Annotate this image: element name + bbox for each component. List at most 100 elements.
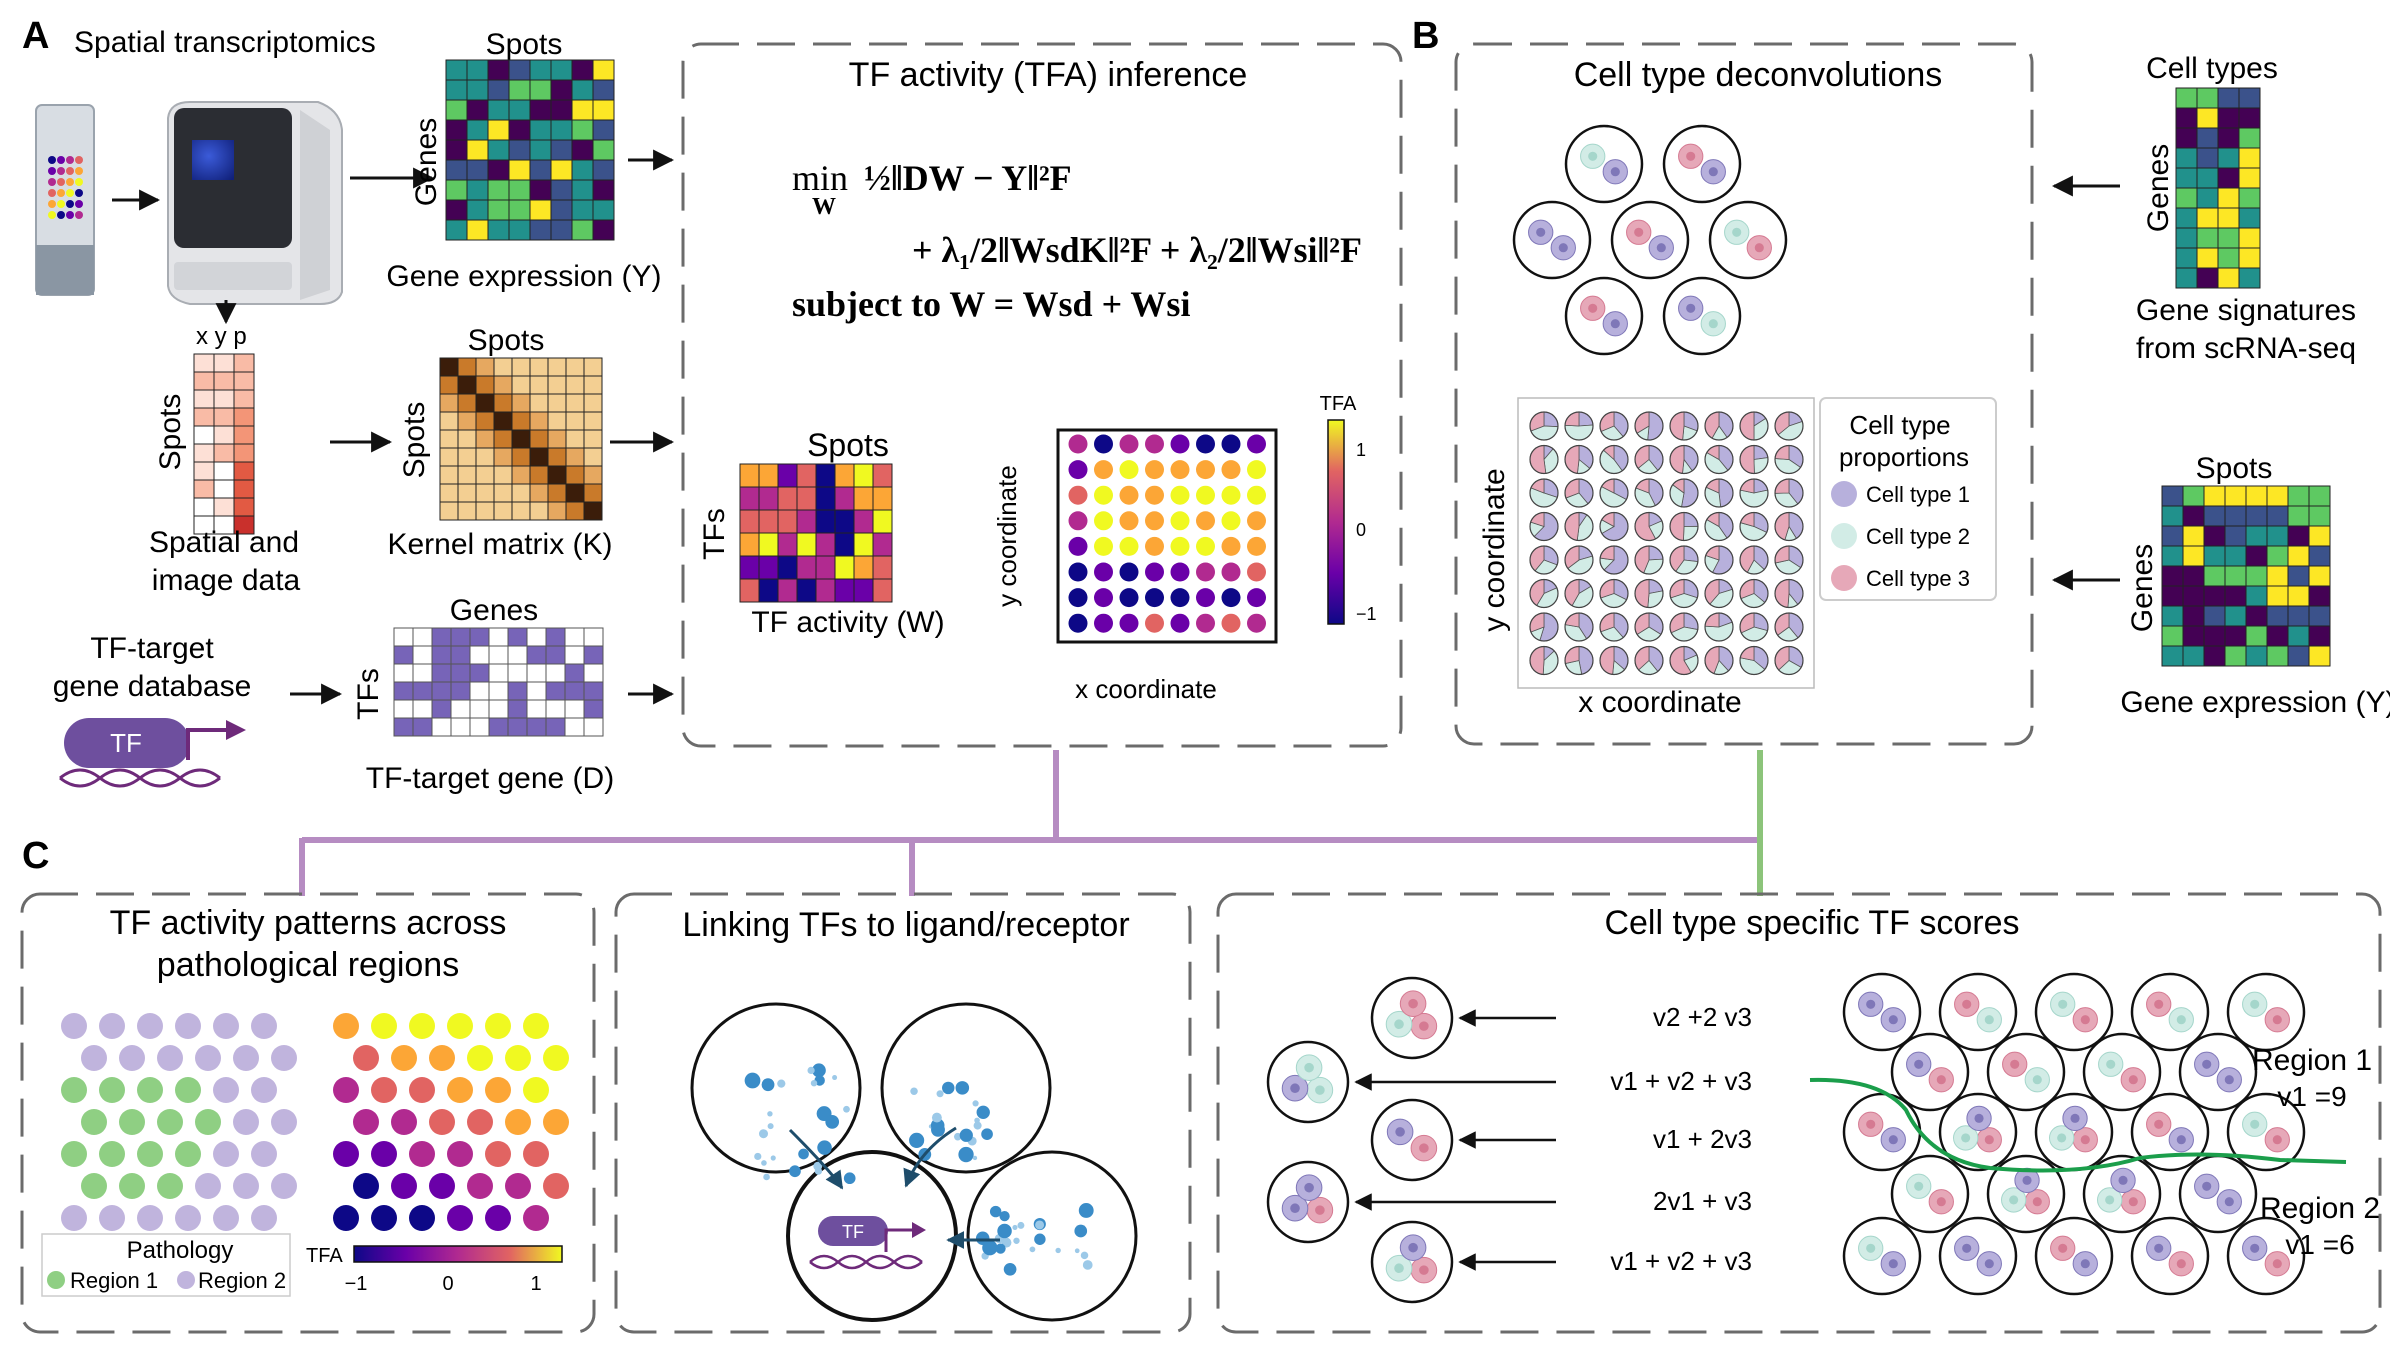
region1-value: v1 =9 [2277, 1081, 2346, 1112]
genes-label-side: Genes [410, 118, 443, 206]
legend-item-2: Cell type 2 [1866, 524, 1970, 549]
c-cbar-1: 1 [530, 1273, 541, 1295]
genes-top-2: Genes [450, 594, 538, 627]
deconvolution-title: Cell type deconvolutions [1574, 56, 1943, 94]
region2-label: Region 2 [2260, 1192, 2380, 1225]
spatial-matrix [193, 353, 255, 535]
formula-2: v1 + v2 + v3 [1610, 1066, 1752, 1096]
spatial-tfa-frame [1056, 428, 1278, 644]
score-cells [1266, 976, 1454, 1304]
region1-label: Region 1 [2252, 1044, 2372, 1077]
tf-target-label: TF-target gene (D) [366, 762, 614, 795]
formula-arrows [1354, 1009, 1556, 1271]
svg-text:min: min [792, 158, 848, 198]
b-spots-label: Spots [2196, 452, 2273, 485]
b-genes-label-2: Genes [2126, 544, 2159, 632]
purple-connector [299, 750, 1760, 896]
legend-item-1: Cell type 1 [1866, 482, 1970, 507]
tf-target-matrix [393, 627, 604, 737]
c-cbar-neg1: −1 [345, 1273, 368, 1295]
scores-box [1216, 892, 2382, 1334]
panel-b-letter: B [1412, 15, 1439, 57]
formula-3: v1 + 2v3 [1653, 1124, 1752, 1154]
region2-swatch [177, 1271, 195, 1289]
region1-swatch [47, 1271, 65, 1289]
pattern-title-1: TF activity patterns across [110, 904, 507, 942]
region-cells [1842, 972, 2306, 1296]
kernel-spots-side: Spots [398, 402, 431, 479]
region2-value: v1 =6 [2285, 1229, 2354, 1260]
legend-box [1819, 397, 1997, 601]
gene-sig-label-1: Gene signatures [2136, 294, 2356, 327]
panel-c-letter: C [22, 835, 49, 877]
tf-db-label-2: gene database [53, 670, 252, 703]
svg-text:subject to W = Wsd + Wsi: subject to W = Wsd + Wsi [792, 284, 1190, 324]
pathology-dots [61, 1013, 297, 1231]
ligand-box [614, 892, 1192, 1334]
tf-dna-icon [59, 718, 246, 788]
pattern-title-2: pathological regions [157, 946, 459, 984]
legend-swatch-2 [1831, 523, 1857, 549]
b-x-coordinate: x coordinate [1578, 686, 1741, 719]
spatial-image-label-1: Spatial and [149, 526, 299, 559]
deconvolution-box [1454, 42, 2034, 746]
region1-legend: Region 1 [70, 1268, 158, 1293]
gene-sig-label-2: from scRNA-seq [2136, 332, 2356, 365]
pathology-legend [41, 1233, 291, 1297]
c-tfa-label: TFA [306, 1245, 343, 1267]
cell-types-label: Cell types [2146, 52, 2278, 85]
b-y-coordinate: y coordinate [1478, 468, 1511, 631]
tf-db-label-1: TF-target [90, 632, 214, 665]
gene-expression-heatmap [445, 59, 615, 241]
legend-swatch-1 [1831, 481, 1857, 507]
tf-activity-matrix [739, 463, 893, 603]
tfa-box [681, 42, 1403, 748]
tfa-colorbar [1327, 419, 1345, 625]
legend-swatch-3 [1831, 565, 1857, 591]
tfa-title: TF activity (TFA) inference [849, 56, 1248, 94]
kernel-label: Kernel matrix (K) [387, 528, 612, 561]
tf-activity-label: TF activity (W) [751, 606, 944, 639]
svg-text:+ λ₁/2‖WsdK‖²F + λ₂/2‖Wsi‖²F: + λ₁/2‖WsdK‖²F + λ₂/2‖Wsi‖²F [912, 230, 1362, 270]
svg-text:½‖DW − Y‖²F: ½‖DW − Y‖²F [864, 158, 1072, 198]
tfs-side-label: TFs [352, 668, 385, 720]
gene-expression-label: Gene expression (Y) [386, 260, 661, 293]
ligand-receptor-illustration [690, 1002, 1138, 1322]
pie-grid [1529, 411, 1804, 676]
cbar-tick-1: 1 [1356, 440, 1366, 460]
pie-grid-frame [1517, 397, 1815, 689]
legend-title-1: Cell type [1849, 410, 1950, 440]
spatial-tfa-dots [1068, 434, 1266, 633]
tfa-pattern-dots [333, 1013, 569, 1231]
b-genes-label: Genes [2142, 144, 2175, 232]
cbar-tick-0: 0 [1356, 520, 1366, 540]
deconvolution-cells [1512, 124, 1788, 356]
pattern-box [20, 892, 596, 1334]
spatial-image-label-2: image data [152, 564, 301, 597]
slide-icon [35, 104, 95, 296]
spots-label-top: Spots [486, 28, 563, 61]
kernel-spots-top: Spots [468, 324, 545, 357]
gene-signature-matrix [2175, 87, 2261, 289]
svg-text:W: W [812, 194, 836, 220]
spots-side-label: Spots [154, 394, 187, 471]
tfa-y-coordinate: y coordinate [992, 465, 1022, 607]
objective-equation: min W ½‖DW − Y‖²F + λ₁/2‖WsdK‖²F + λ₂/2‖… [792, 158, 1362, 324]
c-cbar-0: 0 [442, 1273, 453, 1295]
c-colorbar [353, 1245, 563, 1263]
legend-item-3: Cell type 3 [1866, 566, 1970, 591]
xyp-label: x y p [196, 323, 247, 350]
ligand-title: Linking TFs to ligand/receptor [682, 906, 1129, 944]
scores-title: Cell type specific TF scores [1604, 904, 2019, 942]
pathology-title: Pathology [127, 1237, 234, 1264]
tfa-spots-label: Spots [807, 427, 889, 463]
region-boundary [1809, 1077, 2347, 1173]
panel-a-letter: A [22, 15, 49, 57]
legend-title-2: proportions [1839, 442, 1969, 472]
sequencer-icon [167, 101, 343, 305]
spatial-title: Spatial transcriptomics [74, 26, 376, 59]
formula-5: v1 + v2 + v3 [1610, 1246, 1752, 1276]
cbar-tick-neg1: −1 [1356, 604, 1377, 624]
